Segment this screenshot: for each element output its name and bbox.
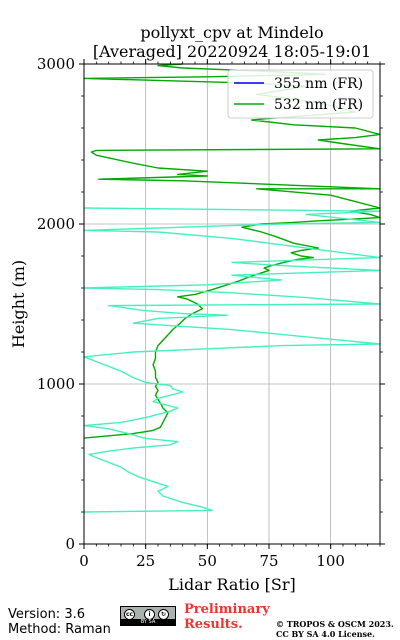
chart-title-line1: pollyxt_cpv at Mindelo — [140, 23, 323, 42]
preliminary-line2: Results. — [184, 617, 243, 632]
legend-label-355: 355 nm (FR) — [274, 76, 363, 92]
chart-title-line2: [Averaged] 20220924 18:05-19:01 — [93, 42, 371, 61]
y-tick-label: 2000 — [37, 215, 75, 233]
series-line — [83, 207, 381, 513]
copyright-line1: © TROPOS & OSCM 2023. — [276, 619, 394, 629]
x-tick-label: 25 — [136, 552, 155, 570]
copyright-note: © TROPOS & OSCM 2023. CC BY SA 4.0 Licen… — [276, 619, 394, 639]
legend-label-532: 532 nm (FR) — [274, 97, 363, 113]
x-tick-label: 50 — [198, 552, 217, 570]
x-tick-label: 75 — [259, 552, 278, 570]
preliminary-results-note: Preliminary Results. — [184, 602, 270, 632]
copyright-line2: CC BY SA 4.0 License. — [276, 629, 375, 639]
y-axis-label: Height (m) — [9, 260, 28, 348]
series-line — [83, 63, 381, 439]
y-tick-label: 0 — [65, 535, 75, 553]
x-axis-label: Lidar Ratio [Sr] — [168, 575, 296, 594]
cc-logo-strip: BY SA — [121, 619, 175, 625]
legend: 355 nm (FR) 532 nm (FR) — [227, 69, 374, 119]
x-tick-label: 100 — [316, 552, 345, 570]
cc-license-logo: cc i ↻ BY SA — [120, 606, 176, 626]
method-text: Method: Raman — [8, 622, 111, 637]
x-tick-label: 0 — [79, 552, 89, 570]
series-layer — [83, 63, 381, 513]
version-text: Version: 3.6 — [8, 607, 85, 622]
preliminary-line1: Preliminary — [184, 602, 270, 617]
y-tick-label: 3000 — [37, 55, 75, 73]
y-tick-label: 1000 — [37, 375, 75, 393]
legend-box — [227, 69, 374, 119]
